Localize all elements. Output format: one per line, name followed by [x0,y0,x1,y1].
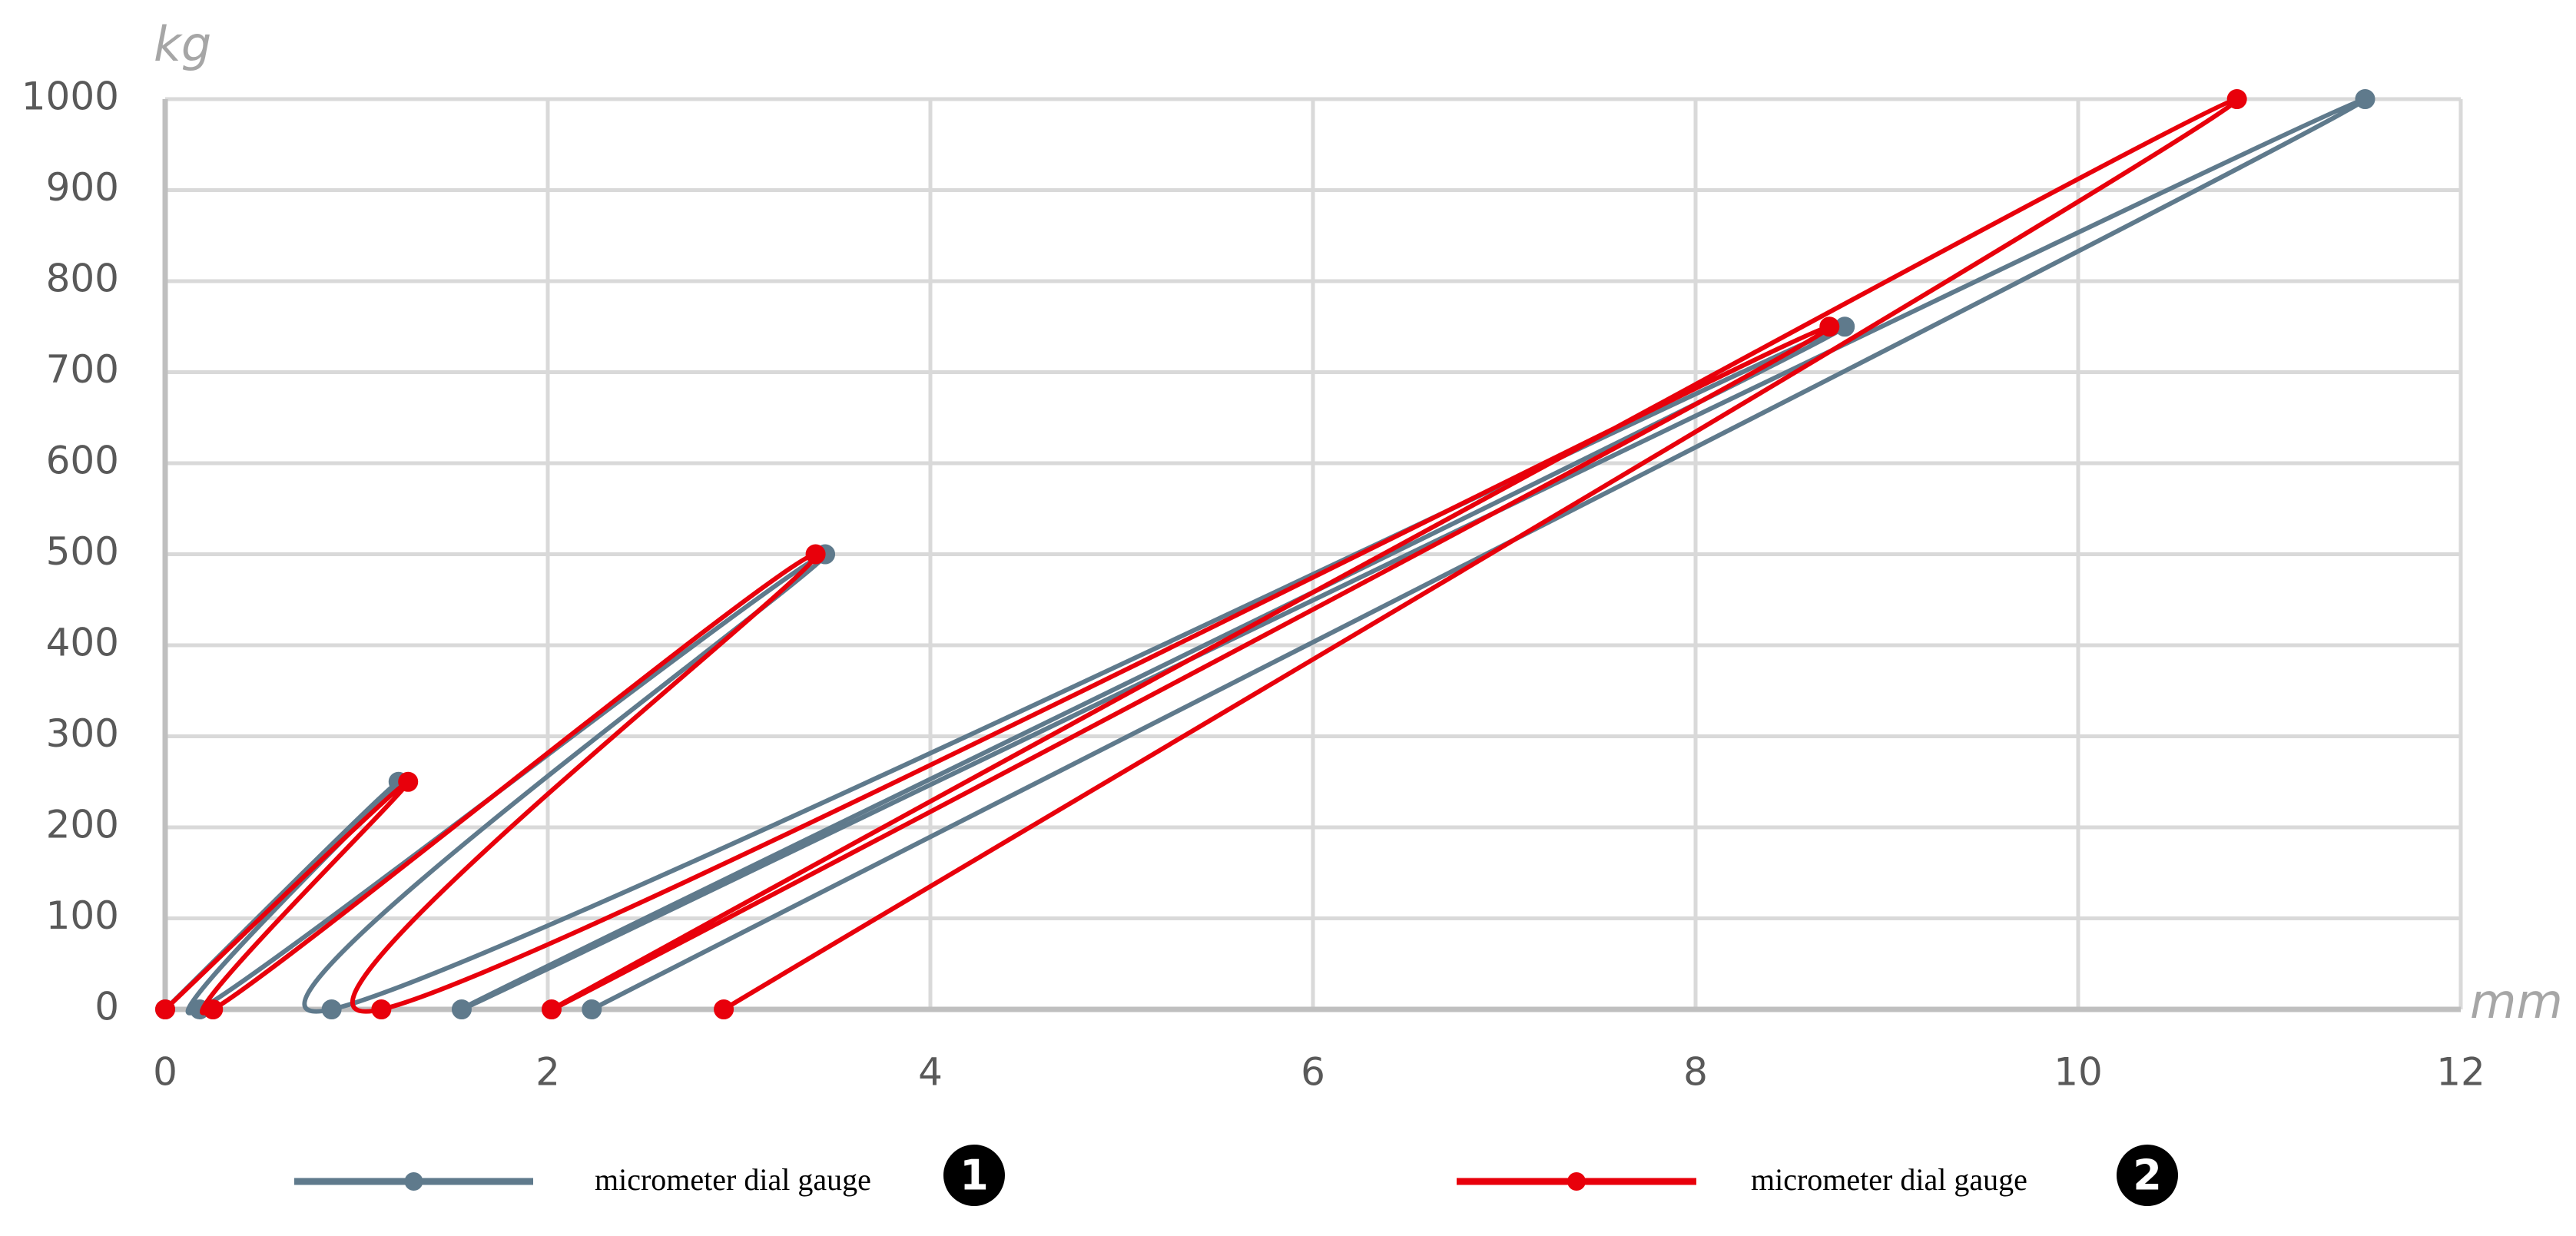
y-tick-label: 900 [46,165,119,210]
y-tick-label: 800 [46,257,119,301]
y-tick-label: 100 [46,893,119,938]
data-point [321,999,342,1019]
y-tick-label: 200 [46,803,119,847]
series-lines [155,89,2375,1019]
x-tick-label: 6 [1301,1050,1325,1095]
data-point [2226,89,2247,109]
data-point [203,999,224,1019]
legend-label: micrometer dial gauge [1751,1162,2027,1197]
data-point [582,999,602,1019]
data-point [398,771,419,792]
legend: micrometer dial gauge 1 micrometer dial ga… [294,1145,2178,1206]
y-tick-label: 500 [46,529,119,574]
data-point [805,544,826,565]
data-point [2355,89,2375,109]
x-axis-title: mm [2470,973,2563,1029]
x-tick-label: 12 [2436,1050,2485,1095]
x-tick-label: 4 [918,1050,943,1095]
data-point [714,999,734,1019]
legend-marker [404,1172,423,1191]
y-axis-title: kg [154,16,211,72]
y-tick-label: 1000 [22,75,119,119]
series-line [163,96,2239,1016]
y-tick-label: 0 [94,985,119,1029]
data-point [155,999,175,1019]
grid [162,97,2463,1012]
legend-badge [943,1145,1005,1206]
y-tick-label: 300 [46,711,119,756]
data-point [451,999,472,1019]
y-tick-label: 600 [46,439,119,483]
legend-label: micrometer dial gauge [595,1162,871,1197]
x-tick-label: 2 [535,1050,560,1095]
x-tick-label: 10 [2054,1050,2103,1095]
y-tick-label: 400 [46,621,119,665]
legend-badge-label: 2 [2133,1152,2162,1200]
data-point [371,999,392,1019]
tick-labels: 0 100 200 300 400 500 600 700 800 900 1000 0 2 4 6 8 10 1… [22,75,2485,1095]
legend-badge-label: 1 [960,1152,989,1200]
legend-marker [1567,1172,1586,1191]
data-point [1819,316,1840,337]
y-tick-label: 700 [46,347,119,392]
data-point [541,999,562,1019]
x-tick-label: 0 [153,1050,177,1095]
x-tick-label: 8 [1683,1050,1708,1095]
legend-badge [2117,1145,2178,1206]
